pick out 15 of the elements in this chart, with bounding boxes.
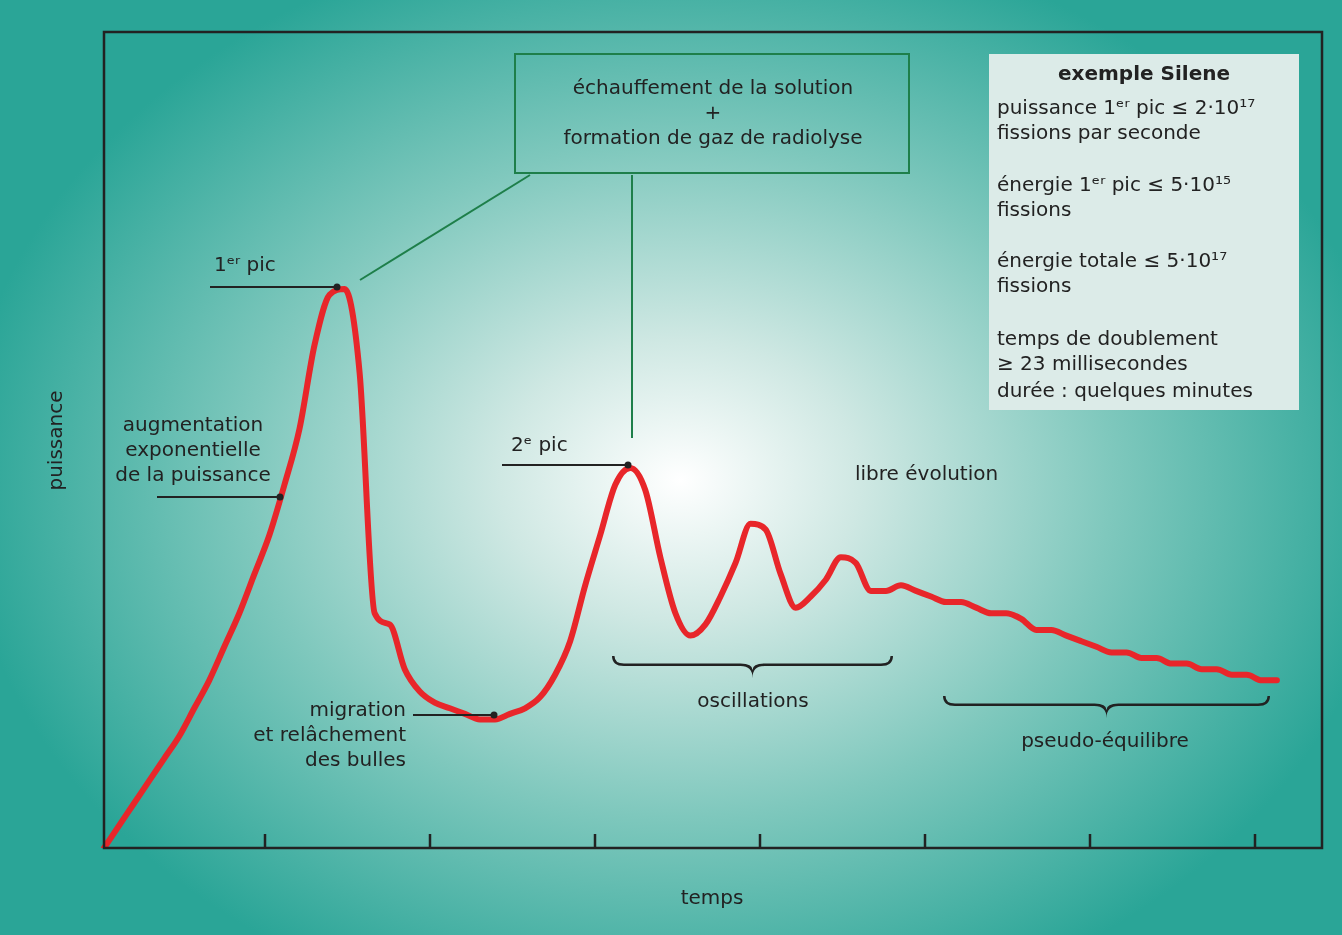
annotation: énergie totale ≤ 5·10¹⁷ fissions — [997, 248, 1228, 298]
text: puissance 1ᵉʳ pic ≤ 2·10¹⁷ fissions par seconde — [997, 95, 1256, 145]
text: exemple Silene — [1056, 61, 1232, 86]
text: échauffement de la solution + formation de gaz de radiolyse — [562, 75, 864, 150]
annotation: 2ᵉ pic — [511, 432, 568, 457]
text: énergie 1ᵉʳ pic ≤ 5·10¹⁵ fissions — [997, 172, 1231, 222]
annotation: durée : quelques minutes — [997, 378, 1253, 403]
annotation: libre évolution — [855, 461, 999, 486]
annotation: augmentation exponentielle de la puissance — [114, 412, 272, 487]
annotation: oscillations — [696, 688, 810, 713]
annotation: pseudo-équilibre — [1020, 728, 1190, 753]
x-axis-title: temps — [679, 885, 745, 910]
y-axis-title: puissance — [42, 389, 68, 493]
text: 1ᵉʳ pic — [214, 252, 276, 277]
annotation: migration et relâchement des bulles — [252, 697, 406, 772]
